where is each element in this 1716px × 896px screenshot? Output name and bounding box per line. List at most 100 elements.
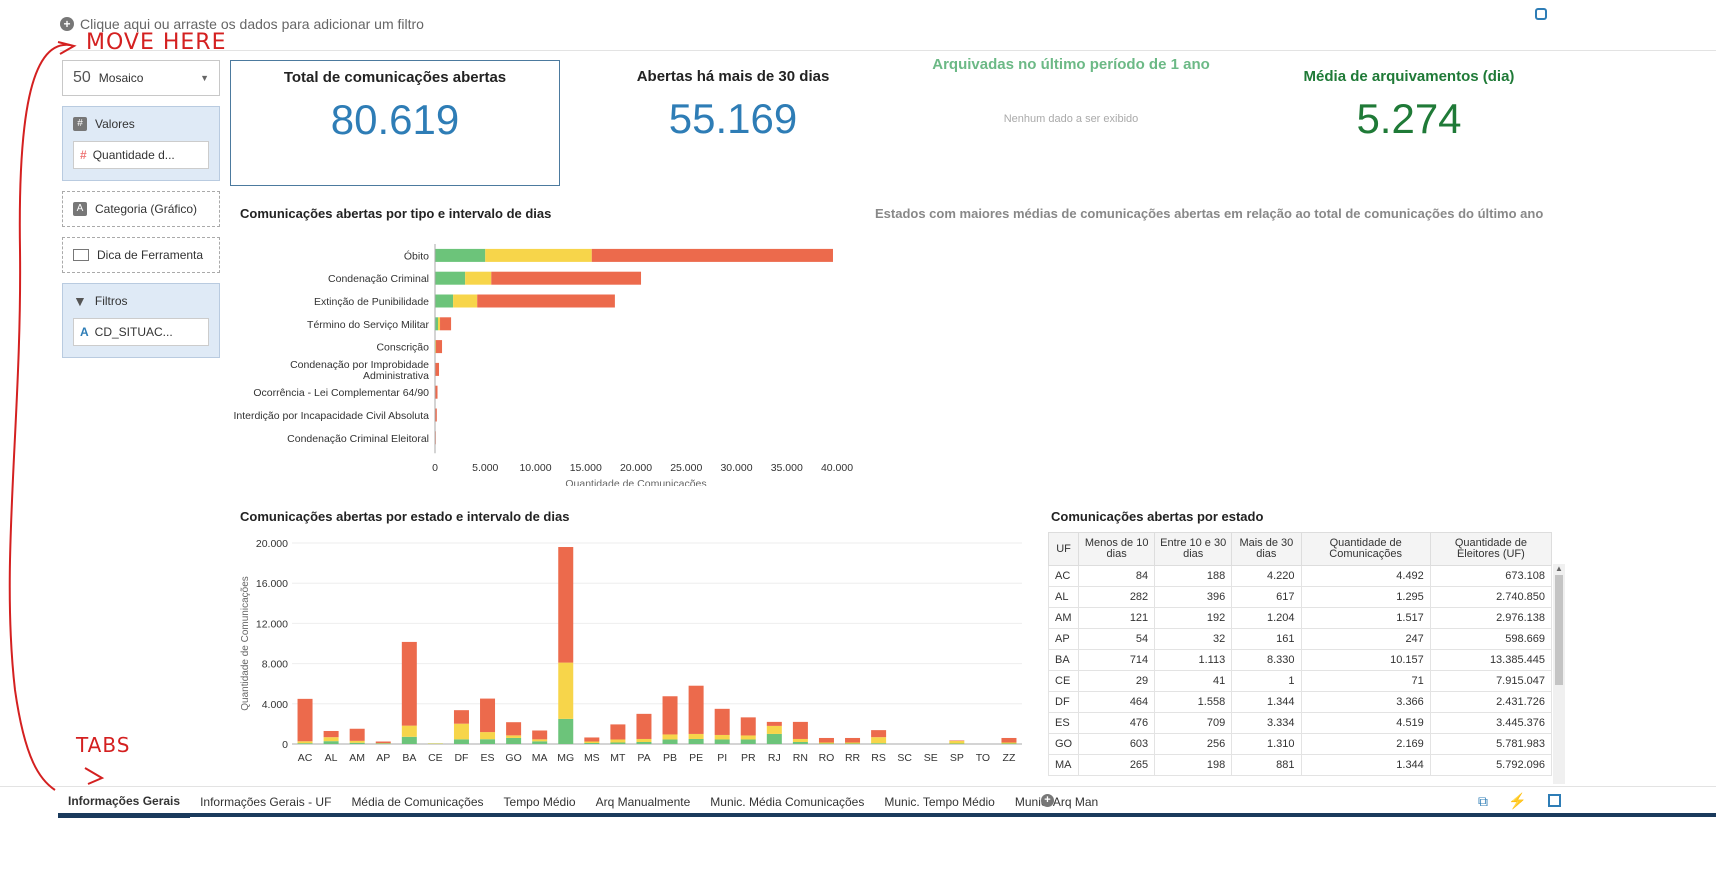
data-table-container[interactable]: UF Menos de 10 dias Entre 10 e 30 dias Mais… [1048,532,1566,784]
add-filter-bar[interactable]: + Clique aqui ou arraste os dados para a… [60,16,424,32]
table-title: Comunicações abertas por estado [1051,509,1264,524]
bar-segment [435,294,454,308]
tab-item[interactable]: Munic. Tempo Médio [884,795,995,809]
tab-item[interactable]: Munic. Arq Man [1014,795,1099,809]
category-label: Extinção de Punibilidade [314,296,429,308]
tab-bar: Informações Gerais Informações Gerais - U… [0,786,1716,818]
x-tick-label: PB [663,752,677,764]
bar-segment [480,698,496,733]
column-header[interactable]: Quantidade de Comunicações [1300,532,1431,566]
table-cell: 1.113 [1154,649,1233,671]
bar-segment [584,737,600,742]
edit-chart-icon[interactable]: ⧉ [1478,793,1488,809]
table-cell: ES [1048,712,1080,734]
table-row[interactable]: AP 54 32 161 247 598.669 [1048,628,1553,650]
bar-segment [477,294,615,308]
kpi-total-open[interactable]: Total de comunicações abertas 80.619 [230,60,560,186]
window-controls-icon[interactable] [1535,8,1547,20]
column-header[interactable]: Entre 10 e 30 dias [1154,532,1233,566]
category-label: Categoria (Gráfico) [95,202,198,216]
x-tick-label: 5.000 [472,462,498,474]
bar-segment [818,742,834,744]
tab-item[interactable]: Informações Gerais - UF [200,795,332,809]
table-cell: 617 [1231,586,1302,608]
lightning-icon[interactable]: ⚡ [1508,793,1527,810]
values-label: Valores [95,117,135,131]
divider [60,50,1716,51]
x-tick-label: 15.000 [570,462,602,474]
table-row[interactable]: ES 476 709 3.334 4.519 3.445.376 [1048,712,1553,734]
bar-segment [662,734,678,740]
bar-segment [401,641,417,726]
column-header[interactable]: UF [1048,532,1080,566]
filters-item-label: CD_SITUAC... [94,325,173,339]
kpi-avg-archive[interactable]: Média de arquivamentos (dia) 5.274 [1244,60,1574,194]
tab-item[interactable]: Média de Comunicações [351,795,484,809]
values-dropzone[interactable]: # Valores # Quantidade d... [62,106,220,181]
measure-icon: # [80,148,87,162]
column-header[interactable]: Mais de 30 dias [1231,532,1302,566]
add-filter-text[interactable]: Clique aqui ou arraste os dados para adi… [80,16,424,32]
tab-item[interactable]: Arq Manualmente [595,795,691,809]
kpi-title: Arquivadas no último período de 1 ano [932,56,1210,73]
tab-item[interactable]: Tempo Médio [503,795,576,809]
bar-segment [871,743,887,744]
table-cell: 1.517 [1300,607,1431,629]
scrollbar-up-icon[interactable]: ▲ [1555,564,1563,573]
bar-segment [714,734,730,740]
table-row[interactable]: DF 464 1.558 1.344 3.366 2.431.726 [1048,691,1553,713]
bar-chart-tipo[interactable]: Óbito Condenação Criminal Extinção de Puni… [230,236,880,486]
bar-chart-estado[interactable]: 0 4.000 8.000 12.000 16.000 20.000 Quantidade … [230,530,1030,770]
add-filter-icon[interactable]: + [60,17,74,31]
category-label: Término do Serviço Militar [307,319,429,331]
table-row[interactable]: AC 84 188 4.220 4.492 673.108 [1048,565,1553,587]
kpi-archived[interactable]: Arquivadas no último período de 1 ano Ne… [906,56,1236,182]
bar-segment [610,739,626,743]
column-header[interactable]: Quantidade de Eleitores (UF) [1429,532,1553,566]
bar-segment [636,713,652,739]
table-cell: 2.976.138 [1429,607,1553,629]
kpi-open-over-30[interactable]: Abertas há mais de 30 dias 55.169 [568,60,898,194]
bar-segment [792,738,808,742]
table-cell: 396 [1154,586,1233,608]
x-tick-label: PR [741,752,756,764]
data-table: UF Menos de 10 dias Entre 10 e 30 dias Mais… [1048,532,1553,776]
table-row[interactable]: CE 29 41 1 71 7.915.047 [1048,670,1553,692]
table-row[interactable]: AM 121 192 1.204 1.517 2.976.138 [1048,607,1553,629]
category-dropzone[interactable]: A Categoria (Gráfico) [62,191,220,227]
table-row[interactable]: AL 282 396 617 1.295 2.740.850 [1048,586,1553,608]
category-label: Condenação Criminal Eleitoral [287,433,429,445]
bar-segment [662,696,678,735]
scrollbar-thumb[interactable] [1555,575,1563,685]
x-tick-label: PI [717,752,727,764]
bar-segment [532,730,548,740]
attribute-icon: A [80,325,89,339]
bar-segment [949,740,965,741]
y-tick-label: 12.000 [256,618,288,630]
table-cell: 256 [1154,733,1233,755]
table-row[interactable]: BA 714 1.113 8.330 10.157 13.385.445 [1048,649,1553,671]
bar-segment [480,732,496,740]
annotation-tabs: TABS [76,733,131,757]
filters-item-pill[interactable]: A CD_SITUAC... [73,318,209,346]
view-type-select[interactable]: 50 Mosaico ▼ [62,60,220,96]
bar-segment [845,737,861,743]
filters-dropzone[interactable]: ▼ Filtros A CD_SITUAC... [62,283,220,358]
x-tick-label: 10.000 [519,462,551,474]
bar-segment [1001,737,1017,743]
values-item-pill[interactable]: # Quantidade d... [73,141,209,169]
kpi-title: Abertas há mais de 30 dias [636,68,830,85]
tooltip-dropzone[interactable]: Dica de Ferramenta [62,237,220,273]
chevron-down-icon: ▼ [200,73,209,83]
table-row[interactable]: GO 603 256 1.310 2.169 5.781.983 [1048,733,1553,755]
table-row[interactable]: MA 265 198 881 1.344 5.792.096 [1048,754,1553,776]
table-cell: 8.330 [1231,649,1302,671]
x-tick-label: ES [481,752,495,764]
table-scrollbar[interactable]: ▲ [1553,564,1565,784]
column-header[interactable]: Menos de 10 dias [1078,532,1156,566]
x-tick-label: AL [325,752,338,764]
panel-toggle-icon[interactable] [1548,794,1561,807]
add-tab-icon[interactable]: + [1041,794,1054,807]
tab-item[interactable]: Munic. Média Comunicações [710,795,865,809]
funnel-icon: ▼ [73,293,87,309]
